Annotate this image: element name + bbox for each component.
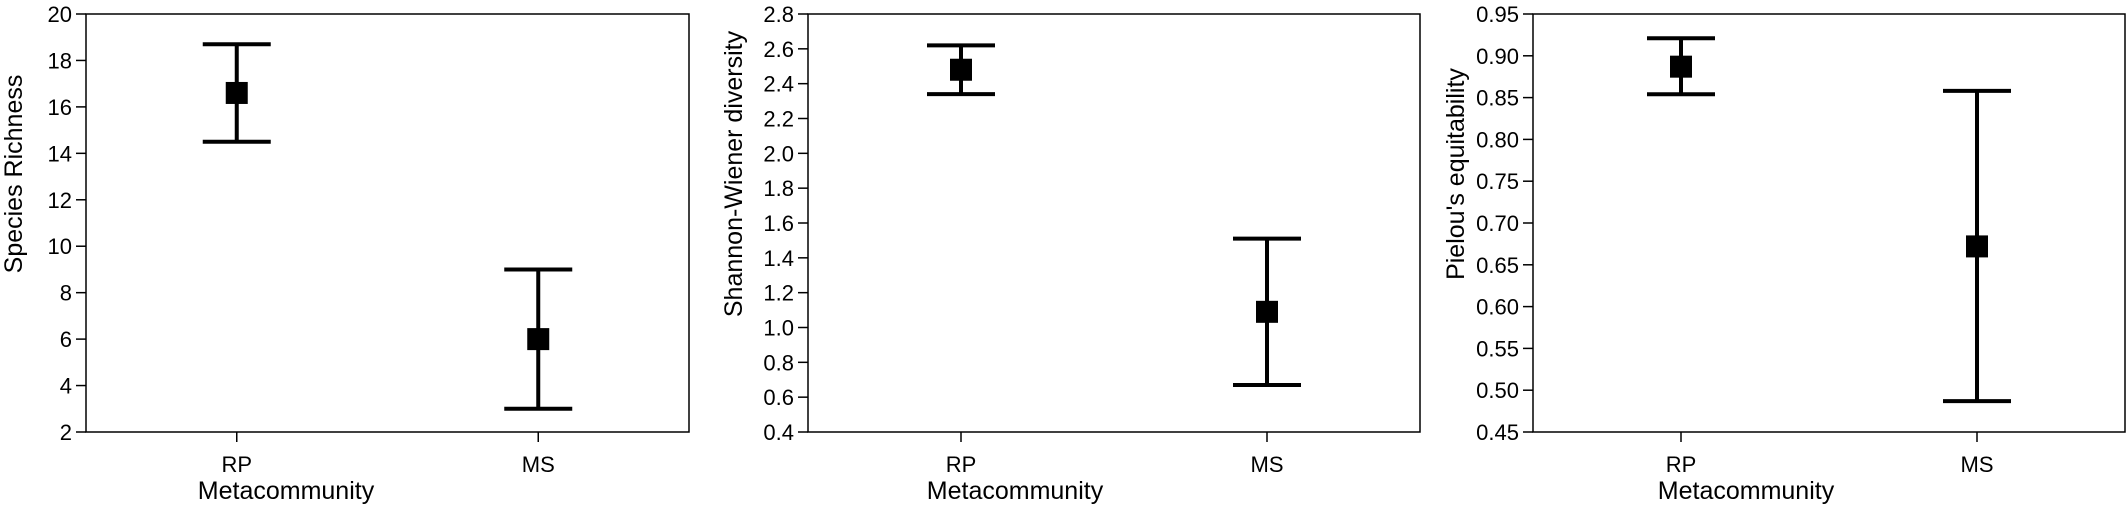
y-tick-label: 0.60 <box>1476 295 1519 320</box>
y-tick-label: 0.55 <box>1476 336 1519 361</box>
plot-frame <box>85 13 690 433</box>
y-tick-label: 2.8 <box>763 2 794 27</box>
y-axis-title: Species Richness <box>0 75 28 274</box>
y-axis-title: Pielou's equitability <box>1442 68 1470 280</box>
mean-point-marker <box>527 328 550 351</box>
x-tick-label: MS <box>1961 452 1994 477</box>
x-tick-label: RP <box>946 452 977 477</box>
y-tick-label: 0.45 <box>1476 420 1519 445</box>
y-tick-label: 2.2 <box>763 107 794 132</box>
y-tick-label: 20 <box>48 2 72 27</box>
y-tick-label: 1.4 <box>763 246 794 271</box>
y-tick-label: 4 <box>60 374 72 399</box>
mean-point-marker <box>1256 300 1278 323</box>
y-tick-label: 1.2 <box>763 281 794 306</box>
plot-frame <box>807 13 1421 433</box>
y-tick-label: 6 <box>60 327 72 352</box>
x-tick-label: RP <box>221 452 252 477</box>
mean-point-marker <box>1670 55 1692 78</box>
plot-frame <box>1532 13 2126 433</box>
y-tick-label: 16 <box>48 95 72 120</box>
y-tick-label: 0.8 <box>763 350 794 375</box>
x-tick-label: MS <box>522 452 555 477</box>
y-tick-label: 0.85 <box>1476 86 1519 111</box>
y-tick-label: 1.8 <box>763 176 794 201</box>
y-tick-label: 1.0 <box>763 316 794 341</box>
y-tick-label: 0.75 <box>1476 169 1519 194</box>
x-axis-title: Metacommunity <box>1658 477 1835 505</box>
y-tick-label: 0.50 <box>1476 378 1519 403</box>
y-tick-label: 8 <box>60 281 72 306</box>
y-tick-label: 0.80 <box>1476 127 1519 152</box>
mean-point-marker <box>950 58 972 81</box>
y-tick-label: 2.0 <box>763 141 794 166</box>
chart-panel-pielous-equitability: Pielou's equitability Metacommunity 0.45… <box>1442 2 2126 505</box>
x-tick-label: MS <box>1251 452 1284 477</box>
y-tick-label: 12 <box>48 188 72 213</box>
y-tick-label: 0.6 <box>763 385 794 410</box>
y-tick-label: 2.6 <box>763 37 794 62</box>
y-axis-title: Shannon-Wiener diversity <box>720 30 748 317</box>
y-tick-label: 18 <box>48 48 72 73</box>
y-tick-label: 0.70 <box>1476 211 1519 236</box>
y-tick-label: 0.4 <box>763 420 794 445</box>
y-tick-label: 1.6 <box>763 211 794 236</box>
chart-panel-shannon-wiener-diversity: Shannon-Wiener diversity Metacommunity 0… <box>720 2 1421 505</box>
y-tick-label: 10 <box>48 234 72 259</box>
y-tick-label: 0.90 <box>1476 44 1519 69</box>
y-tick-label: 2.4 <box>763 72 794 97</box>
chart-panel-species-richness: Species Richness Metacommunity 2 4 6 8 10 12 1… <box>0 2 690 505</box>
y-tick-label: 0.65 <box>1476 253 1519 278</box>
x-tick-label: RP <box>1666 452 1697 477</box>
y-tick-label: 2 <box>60 420 72 445</box>
x-axis-title: Metacommunity <box>927 477 1104 505</box>
y-tick-label: 0.95 <box>1476 2 1519 27</box>
mean-point-marker <box>1966 235 1988 258</box>
x-axis-title: Metacommunity <box>198 477 375 505</box>
mean-point-marker <box>225 81 248 104</box>
y-tick-label: 14 <box>48 141 72 166</box>
